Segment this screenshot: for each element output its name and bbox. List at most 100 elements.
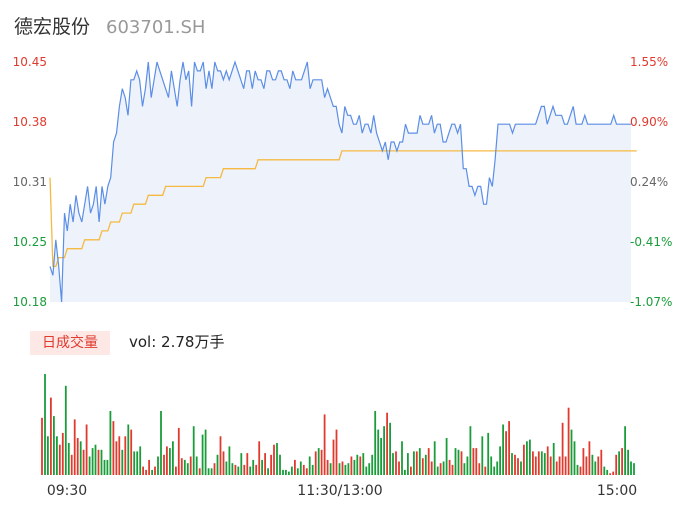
y-tick-label-right: 0.24%: [630, 175, 668, 189]
volume-bar: [567, 407, 570, 475]
volume-bar: [243, 464, 246, 475]
volume-bar: [270, 454, 272, 475]
volume-bar: [252, 459, 255, 475]
volume-bar: [546, 446, 549, 475]
volume-bar: [267, 468, 269, 475]
y-tick-label-right: 0.90%: [630, 115, 668, 129]
volume-bar: [308, 456, 311, 475]
volume-total: vol: 2.78万手: [129, 333, 225, 351]
volume-bar: [508, 421, 510, 475]
volume-bar: [88, 456, 91, 475]
volume-bar: [157, 456, 159, 475]
volume-bar: [291, 466, 293, 475]
volume-bar: [603, 466, 606, 475]
volume-bar: [564, 456, 567, 475]
volume-bar: [457, 449, 460, 476]
volume-bar: [404, 469, 406, 475]
volume-bar: [433, 441, 436, 475]
volume-bar: [73, 419, 76, 475]
volume-bar: [314, 451, 317, 475]
volume-bar: [627, 449, 629, 476]
volume-bar: [401, 441, 403, 475]
volume-bar: [606, 469, 609, 475]
volume-bar: [249, 466, 252, 475]
volume-bar: [484, 466, 487, 475]
volume-bar: [356, 454, 359, 475]
volume-bar: [371, 454, 374, 475]
volume-bar: [53, 416, 55, 475]
volume-bar: [588, 441, 591, 475]
volume-bar: [234, 464, 237, 475]
volume-bar: [228, 446, 231, 475]
volume-bar: [582, 448, 585, 475]
volume-bar: [237, 466, 240, 475]
volume-bar: [127, 424, 130, 475]
volume-bar: [124, 436, 127, 475]
volume-bar: [347, 463, 350, 475]
volume-bar: [198, 468, 201, 475]
volume-bar: [195, 456, 198, 475]
volume-bar: [50, 397, 52, 475]
volume-bar: [294, 459, 296, 475]
volume-bar: [454, 448, 457, 475]
volume-bar: [597, 456, 600, 475]
volume-bar: [166, 446, 168, 475]
volume-bar: [180, 458, 183, 475]
x-tick-label: 15:00: [597, 483, 637, 499]
volume-bar: [323, 414, 326, 475]
volume-bar: [552, 443, 555, 475]
volume-bar: [94, 444, 97, 475]
volume-bar: [133, 451, 136, 475]
volume-bar: [380, 438, 382, 475]
volume-bar: [439, 463, 442, 475]
volume-bar: [64, 385, 67, 475]
volume-bar: [85, 424, 88, 475]
volume-bar: [154, 466, 156, 475]
volume-bar: [523, 444, 525, 475]
volume-bar: [561, 422, 564, 475]
volume-bar: [537, 451, 540, 475]
volume-bar: [192, 426, 195, 475]
volume-bar: [621, 448, 623, 475]
volume-bar: [424, 454, 427, 475]
y-tick-label-right: 1.55%: [630, 55, 668, 69]
volume-bar: [496, 461, 499, 475]
volume-bar: [430, 461, 433, 475]
price-line: [49, 60, 631, 303]
volume-bar: [558, 456, 561, 475]
volume-bar: [543, 453, 546, 475]
volume-bar: [302, 464, 305, 475]
volume-bar: [633, 463, 635, 475]
volume-bar: [216, 454, 219, 475]
volume-bar: [288, 471, 290, 475]
volume-bar: [142, 466, 144, 475]
volume-bar: [76, 438, 79, 475]
volume-bar: [374, 411, 377, 475]
volume-bar: [383, 426, 385, 475]
volume-bar: [100, 449, 103, 476]
volume-bar: [317, 448, 320, 475]
volume-bar: [386, 412, 388, 475]
volume-bar: [418, 448, 421, 475]
volume-bar: [549, 456, 552, 475]
volume-bar: [305, 468, 308, 475]
volume-bar: [353, 459, 356, 475]
volume-bar: [344, 464, 347, 475]
volume-bar: [555, 461, 558, 475]
volume-bar: [231, 463, 234, 475]
volume-bar: [255, 464, 258, 475]
volume-bar: [246, 453, 249, 475]
volume-bar: [395, 451, 397, 475]
volume-bar: [177, 427, 180, 475]
volume-bar: [499, 446, 501, 475]
volume-bar: [264, 453, 266, 475]
y-tick-label-left: 10.38: [13, 115, 47, 129]
volume-bar: [103, 459, 106, 475]
volume-bar: [514, 454, 516, 475]
volume-bar: [97, 449, 100, 476]
volume-bar: [442, 461, 445, 475]
volume-bar: [573, 441, 576, 475]
volume-bar: [368, 463, 371, 475]
volume-bar: [413, 451, 415, 475]
volume-bar: [311, 464, 314, 475]
